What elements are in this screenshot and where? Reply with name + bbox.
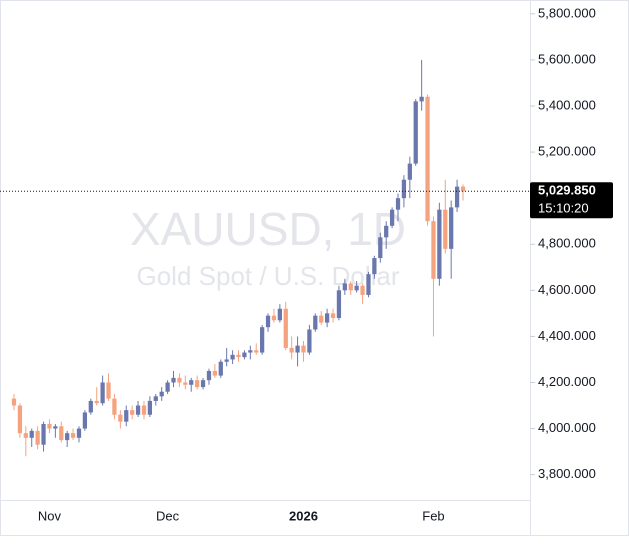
candle-body: [360, 285, 365, 295]
candle-body: [295, 345, 300, 353]
candle-body: [460, 186, 466, 192]
candle-body: [384, 225, 389, 238]
countdown: 15:10:20: [538, 201, 589, 216]
candle-body: [283, 308, 288, 348]
last-price-box: [530, 182, 613, 219]
candle-body: [206, 370, 212, 381]
y-tick-label: 5,600.000: [538, 51, 596, 66]
candle-body: [443, 209, 448, 249]
candle-body: [230, 354, 235, 360]
candle-body: [17, 405, 23, 434]
x-tick-label: Dec: [156, 508, 180, 523]
candle-body: [336, 290, 342, 318]
candle-body: [277, 308, 282, 321]
candle-body: [53, 426, 58, 429]
watermark-subtitle: Gold Spot / U.S. Dollar: [137, 261, 400, 291]
candle-body: [224, 359, 229, 362]
candle-body: [401, 179, 407, 199]
candle-body: [88, 400, 93, 413]
y-tick-label: 5,200.000: [538, 144, 596, 159]
candle-body: [165, 382, 170, 392]
candle-body: [94, 400, 99, 404]
candle-body: [449, 207, 454, 249]
x-tick-label: 2026: [289, 508, 318, 523]
candle-body: [271, 315, 277, 321]
candle-body: [171, 377, 176, 383]
candle-body: [11, 398, 17, 406]
y-tick-label: 4,200.000: [538, 374, 596, 389]
last-price-label: 5,029.850: [538, 183, 596, 198]
candle-body: [189, 380, 194, 385]
y-tick-label: 4,600.000: [538, 282, 596, 297]
candle-body: [437, 209, 442, 279]
y-tick-label: 4,800.000: [538, 236, 596, 251]
candle-body: [65, 433, 70, 441]
candle-body: [319, 315, 324, 323]
candle-body: [130, 410, 135, 415]
candle-body: [195, 380, 200, 388]
candle-body: [330, 313, 336, 318]
x-tick-label: Feb: [422, 508, 444, 523]
candle-body: [407, 163, 412, 180]
candle-body: [106, 382, 111, 399]
candle-body: [366, 274, 371, 295]
candle-body: [212, 370, 217, 376]
candle-body: [100, 382, 105, 404]
candle-body: [29, 430, 34, 438]
candle-body: [70, 433, 76, 438]
candle-body: [289, 347, 294, 353]
candle-body: [135, 405, 141, 415]
candle-body: [389, 209, 395, 226]
candle-body: [378, 237, 383, 259]
candle-body: [76, 428, 82, 438]
candle-body: [260, 327, 265, 353]
candle-body: [236, 354, 241, 358]
candle-body: [413, 101, 418, 164]
candle-body: [141, 405, 147, 415]
y-tick-label: 5,400.000: [538, 97, 596, 112]
candle-body: [147, 400, 153, 415]
candle-body: [372, 258, 377, 275]
candle-body: [23, 433, 28, 438]
candle-body: [159, 391, 164, 397]
candle-body: [248, 350, 253, 353]
candle-body: [419, 96, 424, 102]
candle-body: [112, 398, 117, 415]
candle-body: [153, 396, 158, 401]
candle-body: [324, 313, 330, 323]
candle-body: [59, 426, 64, 441]
candle-body: [254, 350, 259, 353]
candle-body: [348, 283, 353, 291]
y-tick-label: 3,800.000: [538, 466, 596, 481]
candle-body: [183, 382, 188, 385]
y-tick-label: 5,800.000: [538, 5, 596, 20]
candle-body: [342, 283, 347, 291]
candle-body: [454, 186, 460, 208]
x-tick-label: Nov: [38, 508, 62, 523]
candle-body: [118, 414, 123, 422]
candle-body: [425, 96, 430, 222]
candle-body: [431, 221, 436, 279]
candle-body: [41, 423, 46, 445]
candle-body: [200, 380, 206, 388]
candle-body: [265, 315, 271, 328]
candle-body: [35, 430, 40, 445]
y-tick-label: 4,400.000: [538, 328, 596, 343]
candle-body: [354, 285, 359, 291]
watermark-title: XAUUSD, 1D: [130, 203, 406, 255]
candle-body: [47, 423, 52, 429]
candle-body: [82, 412, 88, 429]
candle-body: [218, 361, 223, 376]
candle-body: [177, 377, 182, 383]
y-tick-label: 4,000.000: [538, 420, 596, 435]
candle-body: [124, 410, 129, 422]
candle-body: [301, 345, 306, 353]
candle-body: [313, 315, 318, 330]
candle-body: [395, 198, 401, 210]
candle-body: [307, 329, 312, 353]
candle-body: [242, 352, 247, 358]
